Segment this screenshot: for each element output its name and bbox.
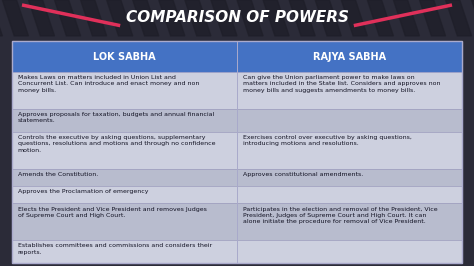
Text: Establishes committees and commissions and considers their
reports.: Establishes committees and commissions a…	[18, 243, 212, 255]
FancyBboxPatch shape	[12, 186, 237, 203]
Text: Approves constitutional amendments.: Approves constitutional amendments.	[243, 172, 363, 177]
Text: Elects the President and Vice President and removes Judges
of Supreme Court and : Elects the President and Vice President …	[18, 206, 206, 218]
Polygon shape	[289, 0, 315, 36]
FancyBboxPatch shape	[12, 132, 237, 169]
FancyBboxPatch shape	[12, 240, 237, 263]
FancyBboxPatch shape	[12, 109, 237, 132]
Polygon shape	[341, 0, 367, 36]
Polygon shape	[159, 0, 185, 36]
Polygon shape	[0, 0, 2, 36]
FancyBboxPatch shape	[237, 169, 462, 186]
FancyBboxPatch shape	[237, 72, 462, 109]
FancyBboxPatch shape	[237, 240, 462, 263]
FancyBboxPatch shape	[237, 203, 462, 240]
Polygon shape	[107, 0, 133, 36]
FancyBboxPatch shape	[237, 132, 462, 169]
Polygon shape	[133, 0, 159, 36]
Polygon shape	[2, 0, 28, 36]
Polygon shape	[315, 0, 341, 36]
Text: Controls the executive by asking questions, supplementary
questions, resolutions: Controls the executive by asking questio…	[18, 135, 215, 153]
Text: LOK SABHA: LOK SABHA	[93, 52, 156, 61]
Text: Amends the Constitution.: Amends the Constitution.	[18, 172, 98, 177]
Text: Exercises control over executive by asking questions,
introducing motions and re: Exercises control over executive by aski…	[243, 135, 411, 146]
FancyBboxPatch shape	[237, 41, 462, 72]
FancyBboxPatch shape	[237, 109, 462, 132]
Text: Participates in the election and removal of the President, Vice
President, Judge: Participates in the election and removal…	[243, 206, 438, 224]
FancyBboxPatch shape	[12, 72, 237, 109]
FancyBboxPatch shape	[12, 203, 237, 240]
Polygon shape	[263, 0, 289, 36]
Polygon shape	[393, 0, 419, 36]
Text: Approves the Proclamation of emergency: Approves the Proclamation of emergency	[18, 189, 148, 194]
Text: Approves proposals for taxation, budgets and annual financial
statements.: Approves proposals for taxation, budgets…	[18, 112, 214, 123]
FancyBboxPatch shape	[12, 169, 237, 186]
Polygon shape	[237, 0, 263, 36]
Polygon shape	[185, 0, 211, 36]
Polygon shape	[419, 0, 446, 36]
Polygon shape	[211, 0, 237, 36]
FancyBboxPatch shape	[12, 41, 237, 72]
Text: COMPARISON OF POWERS: COMPARISON OF POWERS	[126, 10, 348, 26]
Polygon shape	[81, 0, 107, 36]
Text: Makes Laws on matters included in Union List and
Concurrent List. Can introduce : Makes Laws on matters included in Union …	[18, 75, 199, 93]
Polygon shape	[446, 0, 472, 36]
FancyBboxPatch shape	[12, 41, 462, 263]
Polygon shape	[472, 0, 474, 36]
Polygon shape	[28, 0, 55, 36]
Polygon shape	[367, 0, 393, 36]
Polygon shape	[55, 0, 81, 36]
FancyBboxPatch shape	[237, 186, 462, 203]
Text: Can give the Union parliament power to make laws on
matters included in the Stat: Can give the Union parliament power to m…	[243, 75, 440, 93]
Text: RAJYA SABHA: RAJYA SABHA	[313, 52, 386, 61]
